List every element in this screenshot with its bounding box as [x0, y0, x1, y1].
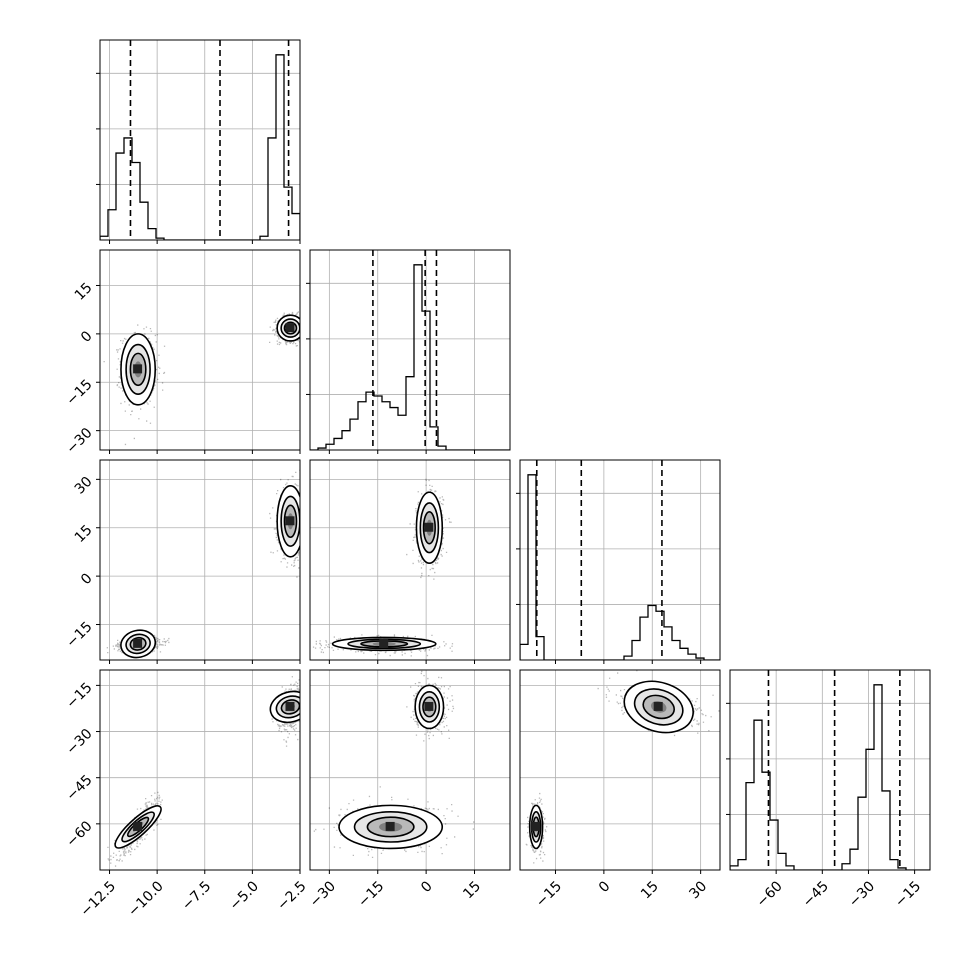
x-tick-label: −2.5 — [274, 878, 309, 913]
x-tick-label: −10.0 — [125, 878, 167, 920]
panel-frame — [99, 459, 301, 661]
y-tick-label: −30 — [63, 425, 95, 457]
y-tick-label: 15 — [72, 280, 96, 304]
x-tick-label: −5.0 — [227, 878, 262, 913]
x-tick-label: −7.5 — [179, 878, 214, 913]
histogram-2 — [520, 474, 720, 660]
y-tick-label: −15 — [63, 377, 95, 409]
panel-0-0 — [96, 39, 301, 244]
x-tick-label: 15 — [638, 878, 662, 902]
histogram-3 — [730, 684, 930, 870]
x-tick-label: −30 — [307, 878, 339, 910]
y-tick-label: 30 — [72, 474, 96, 498]
y-tick-label: −15 — [63, 619, 95, 651]
panel-2-2 — [516, 459, 721, 664]
density-peak — [133, 821, 143, 831]
x-tick-label: 0 — [596, 878, 614, 896]
density-3-1 — [313, 670, 475, 858]
histogram-0 — [100, 54, 300, 240]
panel-3-2: −15 0 15 30 — [519, 669, 721, 911]
density-peak — [285, 516, 295, 526]
panel-1-0: −30 −15 0 15 — [63, 249, 301, 457]
y-tick-label: 0 — [78, 570, 96, 588]
panel-2-1 — [309, 459, 511, 664]
grid — [310, 250, 510, 450]
density-2-0 — [106, 469, 300, 659]
density-peak — [424, 522, 434, 532]
panel-frame — [519, 669, 721, 871]
y-tick-label: −60 — [63, 818, 95, 850]
density-peak — [531, 821, 541, 831]
x-tick-label: −15 — [892, 878, 924, 910]
density-3-0 — [107, 676, 300, 867]
panel-frame — [729, 669, 931, 871]
x-tick-label: −45 — [800, 878, 832, 910]
x-tick-label: −12.5 — [78, 878, 120, 920]
panel-frame — [99, 249, 301, 451]
y-tick-label: 0 — [78, 328, 96, 346]
x-tick-label: 30 — [686, 878, 710, 902]
density-peak — [424, 701, 434, 711]
panel-2-0: −15 0 15 30 — [63, 459, 301, 664]
histogram-1 — [310, 264, 510, 450]
density-peak — [385, 821, 395, 831]
x-tick-label: −15 — [355, 878, 387, 910]
grid — [310, 460, 510, 660]
density-peak — [285, 701, 295, 711]
grid — [520, 460, 720, 660]
panel-frame — [519, 459, 721, 661]
x-tick-label: −60 — [754, 878, 786, 910]
panel-1-1 — [306, 249, 511, 454]
y-tick-label: −30 — [63, 726, 95, 758]
panel-frame — [309, 249, 511, 451]
density-peak — [133, 364, 143, 374]
x-tick-label: 15 — [460, 878, 484, 902]
x-tick-label: −15 — [533, 878, 565, 910]
panel-frame — [309, 459, 511, 661]
density-3-2 — [525, 670, 720, 864]
panel-frame — [99, 39, 301, 241]
density-peak — [379, 638, 389, 648]
grid — [730, 670, 930, 870]
y-tick-label: −15 — [63, 680, 95, 712]
panel-3-3: −60 −45 −30 −15 — [726, 669, 931, 911]
x-tick-label: −30 — [846, 878, 878, 910]
density-1-0 — [103, 311, 300, 446]
y-tick-label: 15 — [72, 522, 96, 546]
density-peak — [285, 323, 295, 333]
panel-frame — [309, 669, 511, 871]
grid — [100, 460, 301, 660]
density-2-1 — [312, 478, 454, 657]
x-tick-label: 0 — [418, 878, 436, 896]
y-tick-label: −45 — [63, 772, 95, 804]
sample-points — [269, 469, 300, 578]
panel-3-1: −30 −15 0 15 — [307, 669, 511, 911]
panel-3-0: −60 −45 −30 −15 −12.5 −10.0 −7.5 −5.0 −2.5 — [63, 669, 310, 920]
density-peak — [653, 701, 663, 711]
density-peak — [133, 638, 143, 648]
panel-frame — [99, 669, 301, 871]
